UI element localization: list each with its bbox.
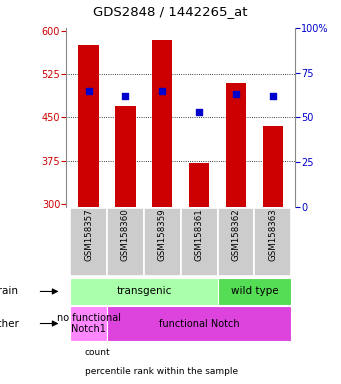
Point [233,91,239,97]
Text: strain: strain [0,286,19,296]
Text: GSM158360: GSM158360 [121,209,130,262]
Bar [181,208,218,276]
Point [196,109,202,115]
Bar [263,126,283,207]
Bar [70,208,107,276]
Point [86,88,91,94]
Bar [152,40,173,207]
Text: count: count [85,348,110,357]
Bar [144,208,181,276]
Text: GSM158359: GSM158359 [158,209,167,262]
Bar [189,164,209,207]
Point [123,93,128,99]
Bar [70,278,218,305]
Point [270,93,276,99]
Text: no functional
Notch1: no functional Notch1 [57,313,121,334]
Bar [107,208,144,276]
Bar [78,45,99,207]
Text: GSM158357: GSM158357 [84,209,93,262]
Text: GSM158362: GSM158362 [232,209,240,262]
Bar [70,306,107,341]
Text: percentile rank within the sample: percentile rank within the sample [85,367,238,376]
Bar [115,106,136,207]
Bar [107,306,291,341]
Text: functional Notch: functional Notch [159,318,239,329]
Bar [218,278,291,305]
Point [160,88,165,94]
Text: GSM158363: GSM158363 [268,209,277,262]
Bar [218,208,254,276]
Text: GDS2848 / 1442265_at: GDS2848 / 1442265_at [93,5,248,18]
Bar [254,208,291,276]
Bar [226,83,246,207]
Text: other: other [0,318,19,329]
Text: wild type: wild type [231,286,278,296]
Text: GSM158361: GSM158361 [195,209,204,262]
Text: transgenic: transgenic [116,286,172,296]
